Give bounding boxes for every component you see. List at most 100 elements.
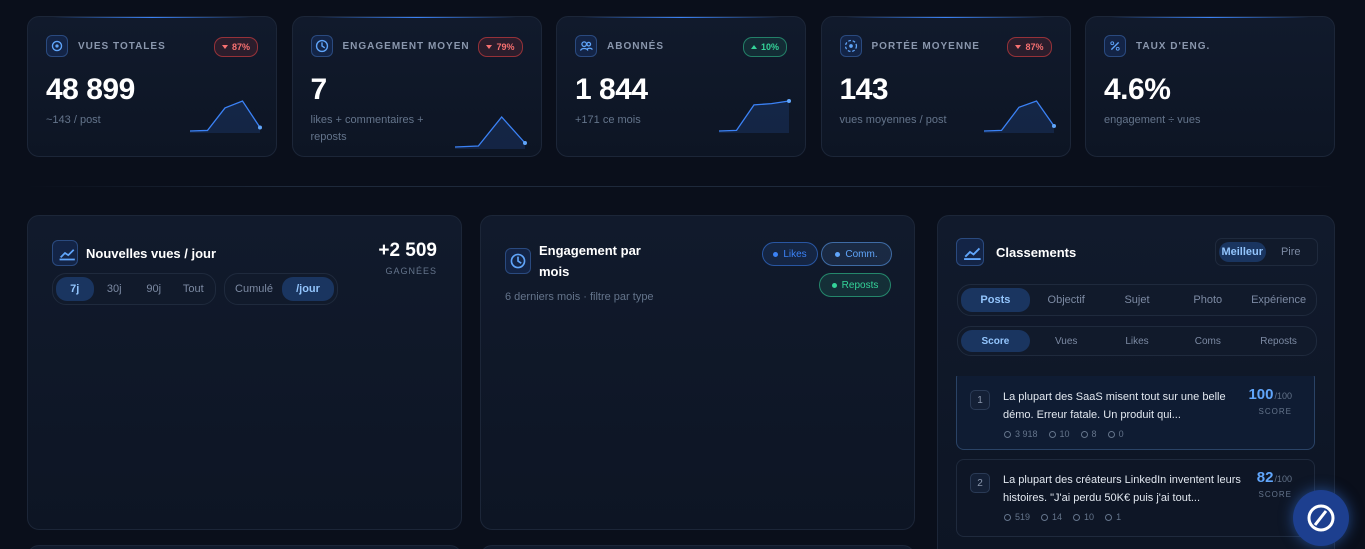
panel-title: Classements <box>996 245 1077 260</box>
kpi-card: ABONNÉS 10% 1 844 +171 ce mois <box>556 16 806 157</box>
icon-glyph <box>844 39 857 53</box>
kpi-value: 1 844 <box>575 73 648 106</box>
delta-text: 79% <box>496 42 515 52</box>
next-row-card <box>27 545 462 549</box>
legend-item[interactable]: Likes <box>762 242 818 266</box>
kpi-label: VUES TOTALES <box>78 41 166 52</box>
icon-glyph <box>579 41 593 51</box>
icon-glyph <box>315 39 328 53</box>
range-tabs-button[interactable]: Tout <box>182 283 204 295</box>
range-tabs-button[interactable]: 90j <box>146 283 162 295</box>
stat-likes: 14 <box>1040 512 1062 522</box>
stat-icon <box>1105 513 1113 521</box>
sparkline-end <box>522 141 527 145</box>
legend-item[interactable]: Reposts <box>819 273 891 297</box>
kpi-card: ENGAGEMENT MOYEN 79% 7 likes + commentaires… <box>291 16 542 157</box>
panel-title: Engagement par mois <box>539 243 641 279</box>
help-button[interactable] <box>1293 490 1349 546</box>
mode-tabs-button[interactable]: Cumulé <box>235 283 273 295</box>
panel-title: Nouvelles vues / jour <box>86 246 217 261</box>
order-toggle-button[interactable]: Pire <box>1280 246 1301 258</box>
kpi-label: ENGAGEMENT MOYEN <box>342 41 470 52</box>
icon-glyph <box>51 40 63 52</box>
score: 100/100 <box>1248 386 1292 403</box>
ranking-panel: Classements Meilleur Pire Posts Objectif Suje… <box>937 215 1335 549</box>
order-toggle: Meilleur Pire <box>1215 238 1318 266</box>
post-text: La plupart des créateurs LinkedIn invent… <box>1003 474 1241 504</box>
kpi-sub: vues moyennes / post <box>839 114 947 126</box>
icon <box>52 240 78 266</box>
stat-value: 14 <box>1052 512 1063 522</box>
stat-value: 3 918 <box>1015 429 1038 439</box>
category-tabs-button[interactable]: Sujet <box>1124 294 1150 306</box>
stat-value: 10 <box>1059 429 1070 439</box>
stat-reposts: 1 <box>1104 512 1121 522</box>
order-toggle-button[interactable]: Meilleur <box>1219 242 1266 262</box>
stat-icon <box>1004 430 1011 438</box>
engagement-panel: Engagement par mois 6 derniers mois · fil… <box>480 215 915 530</box>
ranking-item[interactable]: 2 La plupart des créateurs LinkedIn inven… <box>956 459 1315 537</box>
icon <box>310 35 333 57</box>
range-tabs-button[interactable]: 30j <box>106 283 122 295</box>
trend-arrow <box>486 45 493 49</box>
trend-arrow <box>221 45 228 49</box>
stat-value: 0 <box>1118 429 1124 439</box>
legend-label: Likes <box>783 248 807 260</box>
trend-arrow <box>750 45 757 49</box>
sort-tabs-button[interactable]: Vues <box>1054 335 1078 347</box>
stat-value: 8 <box>1091 429 1097 439</box>
kpi-label: ABONNÉS <box>607 41 665 52</box>
post-stats: 519 14 10 1 <box>1003 512 1121 522</box>
category-tabs-button[interactable]: Objectif <box>1047 294 1085 306</box>
rank-badge: 2 <box>970 473 990 493</box>
legend-item[interactable]: Comm. <box>821 242 892 266</box>
sort-tabs-button[interactable]: Coms <box>1194 335 1221 347</box>
kpi-sub: engagement ÷ vues <box>1104 114 1201 126</box>
delta-text: 10% <box>760 42 779 52</box>
stat-views: 519 <box>1003 512 1030 522</box>
delta-badge: 10% <box>742 37 787 57</box>
sort-tabs: Score Vues Likes Coms Reposts <box>957 326 1317 356</box>
sort-tabs-button[interactable]: Reposts <box>1260 335 1297 347</box>
kpi-sub: likes + commentaires + reposts <box>310 114 424 143</box>
category-tabs-button[interactable]: Expérience <box>1251 294 1307 306</box>
score-label: SCORE <box>1258 407 1292 416</box>
stat-icon <box>1041 513 1049 521</box>
sparkline-area <box>454 117 525 149</box>
sparkline-line <box>454 115 525 148</box>
stat-views: 3 918 <box>1003 429 1038 439</box>
category-tabs-button[interactable]: Photo <box>1193 294 1223 306</box>
stat-comments: 8 <box>1080 429 1097 439</box>
legend-label: Comm. <box>845 248 878 260</box>
legend-dot <box>773 251 779 257</box>
sparkline-end <box>1051 124 1056 128</box>
sparkline-line <box>189 100 261 132</box>
icon-glyph <box>1110 41 1120 51</box>
score-value: 100 <box>1248 386 1274 403</box>
kpi-value: 143 <box>839 73 889 106</box>
score-suffix: /100 <box>1274 391 1292 401</box>
mode-tabs-button[interactable]: /jour <box>282 277 334 301</box>
score-label: SCORE <box>1258 490 1292 499</box>
sort-tabs-button[interactable]: Score <box>961 330 1030 352</box>
stat-icon <box>1107 430 1115 438</box>
icon <box>956 238 984 266</box>
delta-badge: 87% <box>213 37 258 57</box>
stat-icon <box>1004 513 1011 521</box>
kpi-value: 48 899 <box>46 73 135 106</box>
sparkline-area <box>983 101 1054 133</box>
separator <box>27 186 1335 187</box>
stat-value: 10 <box>1084 512 1095 522</box>
kpi-sub: +171 ce mois <box>575 114 641 126</box>
icon-glyph <box>59 249 75 261</box>
icon <box>839 35 862 57</box>
legend-dot <box>835 251 841 257</box>
range-tabs-button[interactable]: 7j <box>56 277 94 301</box>
stat-icon <box>1080 430 1088 438</box>
sort-tabs-button[interactable]: Likes <box>1125 335 1149 347</box>
legend-label: Reposts <box>841 279 879 291</box>
category-tabs-button[interactable]: Posts <box>961 288 1030 312</box>
score: 82/100 <box>1257 469 1292 486</box>
ranking-item[interactable]: 1 La plupart des SaaS misent tout sur une… <box>956 376 1315 450</box>
